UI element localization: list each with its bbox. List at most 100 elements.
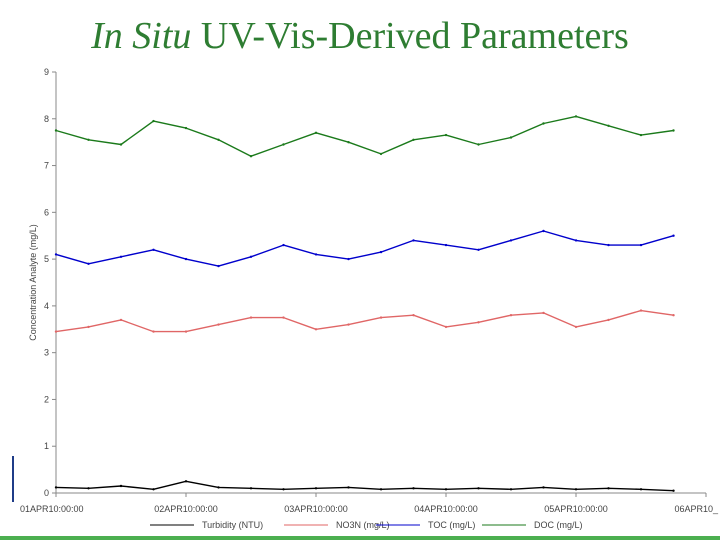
y-tick-label: 5 xyxy=(44,254,49,264)
legend-label: NO3N (mg/L) xyxy=(336,520,390,530)
x-tick-label: 01APR10:00:00 xyxy=(20,504,84,514)
legend-label: TOC (mg/L) xyxy=(428,520,475,530)
data-point xyxy=(217,323,220,326)
data-point xyxy=(672,234,675,237)
data-point xyxy=(249,255,253,258)
data-point xyxy=(509,314,513,317)
x-tick-label: 06APR10_ xyxy=(674,504,719,514)
data-point xyxy=(639,133,643,137)
x-tick-label: 04APR10:00:00 xyxy=(414,504,478,514)
data-point xyxy=(347,141,350,144)
chart-axes: 0 1 2 3 4 5 6 7 8 9 01APR10:00:00 02APR10:00:00 03AP… xyxy=(20,67,719,514)
data-point xyxy=(412,487,415,490)
bottom-accent-bar xyxy=(0,536,720,540)
data-point xyxy=(54,253,58,256)
data-point xyxy=(412,239,415,242)
data-point xyxy=(184,480,188,483)
data-point xyxy=(672,489,675,492)
data-point xyxy=(87,138,90,141)
data-point xyxy=(87,262,90,265)
data-point xyxy=(347,486,350,489)
data-point xyxy=(119,255,123,258)
data-point xyxy=(152,248,155,251)
data-point xyxy=(542,122,545,125)
data-point xyxy=(509,488,513,491)
data-point xyxy=(217,138,220,141)
data-point xyxy=(672,314,675,317)
data-point xyxy=(87,487,90,490)
data-point xyxy=(379,488,383,491)
data-point xyxy=(379,152,383,156)
y-axis-label: Concentration Analyte (mg/L) xyxy=(28,224,38,341)
data-point xyxy=(607,487,610,490)
data-point xyxy=(444,243,448,247)
data-point xyxy=(639,243,643,247)
data-point xyxy=(314,253,318,256)
y-tick-label: 2 xyxy=(44,394,49,404)
data-point xyxy=(379,316,383,319)
data-point xyxy=(184,257,188,261)
data-point xyxy=(282,143,285,146)
data-point xyxy=(249,155,253,158)
legend-label: DOC (mg/L) xyxy=(534,520,583,530)
data-point xyxy=(672,129,675,132)
data-point xyxy=(217,264,220,268)
y-tick-label: 7 xyxy=(44,161,49,171)
data-point xyxy=(119,484,123,488)
y-tick-label: 0 xyxy=(44,488,49,498)
y-tick-label: 4 xyxy=(44,301,49,311)
data-point xyxy=(152,330,155,333)
data-point xyxy=(282,243,285,247)
data-point xyxy=(607,243,610,247)
data-point xyxy=(184,330,188,333)
y-tick-label: 3 xyxy=(44,348,49,358)
x-tick-label: 05APR10:00:00 xyxy=(544,504,608,514)
y-tick-label: 9 xyxy=(44,67,49,77)
data-point xyxy=(119,318,123,322)
data-point xyxy=(282,488,285,491)
data-point xyxy=(477,248,480,251)
data-point xyxy=(444,325,448,329)
data-point xyxy=(542,486,545,489)
y-tick-label: 6 xyxy=(44,207,49,217)
data-point xyxy=(444,488,448,491)
data-point xyxy=(477,321,480,324)
data-point xyxy=(249,316,253,319)
data-point xyxy=(282,316,285,319)
data-point xyxy=(217,486,220,489)
series-line-1 xyxy=(55,309,674,333)
slide-title-rest: UV-Vis-Derived Parameters xyxy=(191,15,629,57)
chart-series-layer xyxy=(54,115,675,492)
legend-label: Turbidity (NTU) xyxy=(202,520,263,530)
x-tick-label: 02APR10:00:00 xyxy=(154,504,218,514)
data-point xyxy=(347,257,350,261)
y-tick-label: 8 xyxy=(44,114,49,124)
series-line-2 xyxy=(55,230,674,267)
data-point xyxy=(54,330,58,333)
data-point xyxy=(412,138,415,141)
data-point xyxy=(314,328,318,331)
data-point xyxy=(412,314,415,317)
data-point xyxy=(54,486,58,489)
chart-legend: Turbidity (NTU) NO3N (mg/L) TOC (mg/L) DOC … xyxy=(150,520,583,530)
data-point xyxy=(379,250,383,254)
series-line-3 xyxy=(55,115,674,157)
data-point xyxy=(542,311,545,315)
data-point xyxy=(152,488,155,491)
data-point xyxy=(477,487,480,490)
data-point xyxy=(347,323,350,326)
data-point xyxy=(314,487,318,490)
y-tick-label: 1 xyxy=(44,441,49,451)
data-point xyxy=(509,136,513,139)
data-point xyxy=(574,239,578,242)
data-point xyxy=(509,239,513,242)
data-point xyxy=(54,129,58,132)
data-point xyxy=(477,143,480,146)
data-point xyxy=(542,229,545,233)
data-point xyxy=(119,143,123,146)
data-point xyxy=(574,325,578,329)
data-point xyxy=(314,131,318,134)
data-point xyxy=(574,115,578,118)
slide-title: In Situ UV-Vis-Derived Parameters xyxy=(0,14,720,58)
slide-title-italic: In Situ xyxy=(91,15,192,57)
